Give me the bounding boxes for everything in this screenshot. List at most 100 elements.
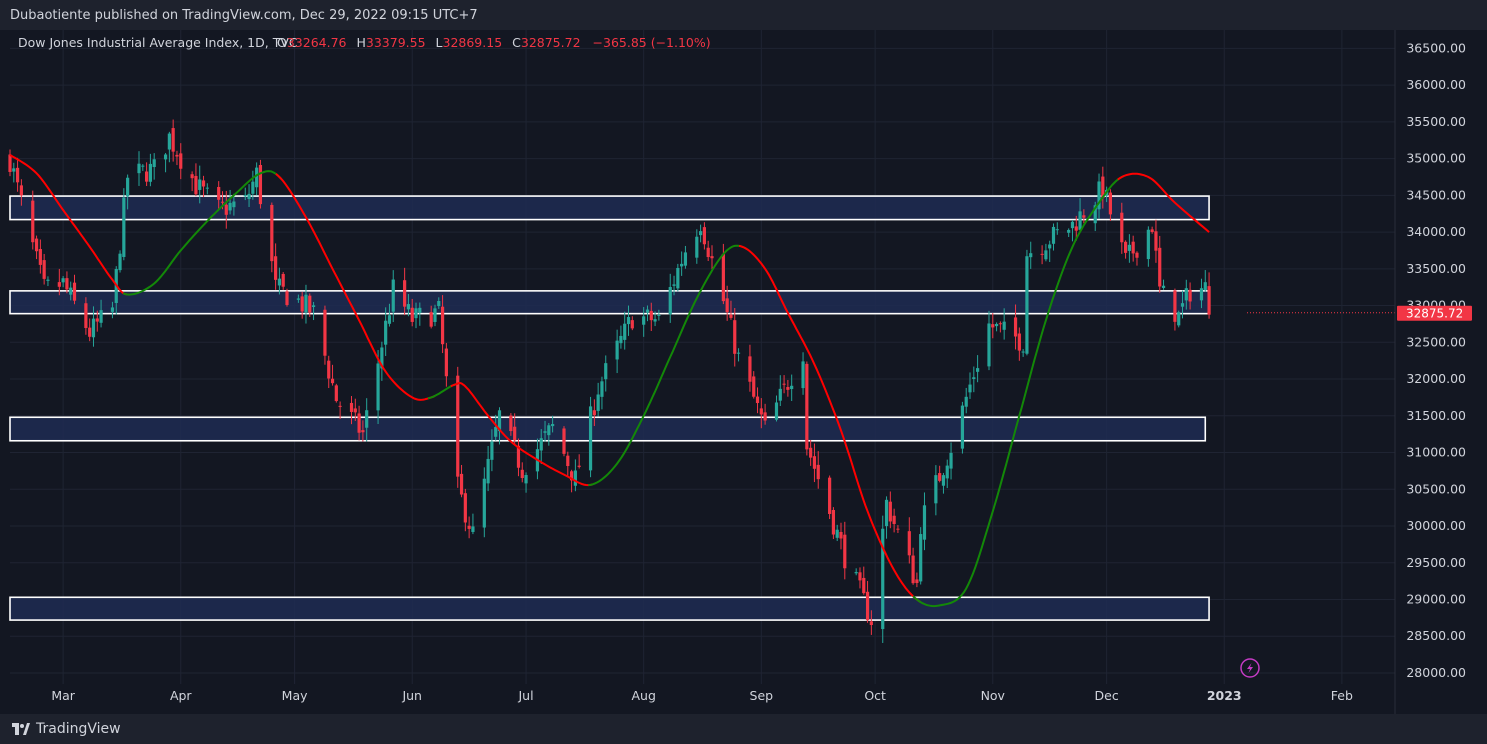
candle-body xyxy=(353,408,357,413)
candle-body xyxy=(809,447,813,458)
candle-body xyxy=(706,247,710,258)
legend-symbol: Dow Jones Industrial Average Index, 1D, … xyxy=(18,35,298,50)
candle-body xyxy=(365,410,369,428)
candle-body xyxy=(145,171,149,182)
candle-body xyxy=(418,307,422,313)
price-tick-label: 30000.00 xyxy=(1406,518,1466,533)
candle-body xyxy=(619,335,623,344)
time-tick-label: Apr xyxy=(170,688,192,703)
candle-body xyxy=(782,383,786,385)
candle-body xyxy=(577,465,581,467)
candle-body xyxy=(167,133,171,150)
candle-body xyxy=(122,197,126,257)
candle-body xyxy=(645,309,650,313)
price-zone xyxy=(9,416,1207,442)
price-tick-label: 35000.00 xyxy=(1406,151,1466,166)
candle-body xyxy=(42,260,46,279)
legend-high-label: H xyxy=(356,35,365,50)
price-chart[interactable]: 36500.00 36000.00 35500.00 35000.00 34500.00… xyxy=(0,30,1487,714)
candle-body xyxy=(323,309,327,356)
price-tick-label: 28500.00 xyxy=(1406,628,1466,643)
candle-body xyxy=(892,515,896,525)
candle-body xyxy=(968,384,972,393)
candle-body xyxy=(615,340,619,360)
candle-body xyxy=(592,410,596,416)
legend-ohlc: O33264.76 H33379.55 L32869.15 C32875.72 … xyxy=(277,35,711,50)
candle-body xyxy=(972,377,976,380)
attribution-bar: Dubaotiente published on TradingView.com… xyxy=(0,0,1487,30)
candle-body xyxy=(198,179,202,190)
price-tick-label: 32500.00 xyxy=(1406,334,1466,349)
candle-body xyxy=(922,505,927,540)
candle-body xyxy=(672,284,676,286)
candle-body xyxy=(839,531,843,539)
candle-body xyxy=(255,167,259,188)
candle-body xyxy=(1146,229,1150,260)
candle-body xyxy=(95,318,99,322)
candle-body xyxy=(911,555,915,584)
candle-body xyxy=(46,279,50,281)
chart-frame[interactable]: 36500.00 36000.00 35500.00 35000.00 34500.00… xyxy=(0,30,1487,714)
candle-body xyxy=(547,425,551,436)
candle-body xyxy=(126,177,130,197)
candle-body xyxy=(224,204,228,215)
time-axis[interactable]: Mar Apr May Jun Jul Aug Sep Oct Nov Dec 2023 Feb xyxy=(51,688,1353,703)
candle-body xyxy=(759,408,763,415)
candle-body xyxy=(524,475,528,484)
candle-body xyxy=(630,320,634,329)
candle-body xyxy=(676,267,680,289)
candle-body xyxy=(520,469,524,479)
grid xyxy=(10,30,1395,684)
candle-body xyxy=(778,388,782,401)
candle-body xyxy=(69,287,73,295)
candle-body xyxy=(1029,253,1033,258)
candle-body xyxy=(513,426,517,441)
candle-body xyxy=(710,256,714,259)
legend-open-label: O xyxy=(277,35,287,50)
candle-body xyxy=(403,280,407,307)
candle-body xyxy=(623,323,627,340)
candle-body xyxy=(805,363,809,450)
price-tick-label: 33500.00 xyxy=(1406,261,1466,276)
candle-body xyxy=(1207,286,1211,315)
candle-body xyxy=(274,256,278,280)
price-tick-label: 30500.00 xyxy=(1406,481,1466,496)
lightning-icon[interactable] xyxy=(1240,658,1260,678)
candle-body xyxy=(459,473,464,495)
candle-body xyxy=(1055,229,1059,231)
candle-body xyxy=(414,308,418,319)
candle-body xyxy=(1203,282,1207,291)
time-tick-label: Nov xyxy=(981,688,1006,703)
candle-body xyxy=(649,310,653,321)
candle-body xyxy=(1097,181,1101,210)
candle-body xyxy=(539,438,543,451)
price-tick-label: 35500.00 xyxy=(1406,114,1466,129)
candle-body xyxy=(915,579,919,584)
candle-body xyxy=(1184,288,1188,301)
candle-body xyxy=(57,282,61,287)
candle-body xyxy=(304,294,308,313)
tradingview-logo[interactable]: TradingView xyxy=(12,721,121,737)
candle-body xyxy=(600,381,604,397)
candle-body xyxy=(763,412,767,421)
price-tick-label: 31000.00 xyxy=(1406,445,1466,460)
candle-body xyxy=(835,529,839,538)
candle-body xyxy=(964,396,968,407)
candle-body xyxy=(1150,229,1154,233)
candle-body xyxy=(657,314,661,316)
candles xyxy=(8,119,1211,643)
candle-body xyxy=(84,303,88,329)
candle-body xyxy=(881,528,885,630)
candle-body xyxy=(960,405,965,449)
candle-body xyxy=(437,300,441,307)
candle-body xyxy=(308,295,312,313)
candle-body xyxy=(99,310,103,323)
price-axis[interactable]: 36500.00 36000.00 35500.00 35000.00 34500.00… xyxy=(1394,30,1466,714)
price-tick-label: 34500.00 xyxy=(1406,187,1466,202)
candle-body xyxy=(194,175,198,195)
candle-body xyxy=(543,431,547,433)
candle-body xyxy=(642,316,646,325)
price-zone xyxy=(9,195,1210,221)
candle-body xyxy=(862,577,866,594)
legend-low-value: 32869.15 xyxy=(443,35,503,50)
